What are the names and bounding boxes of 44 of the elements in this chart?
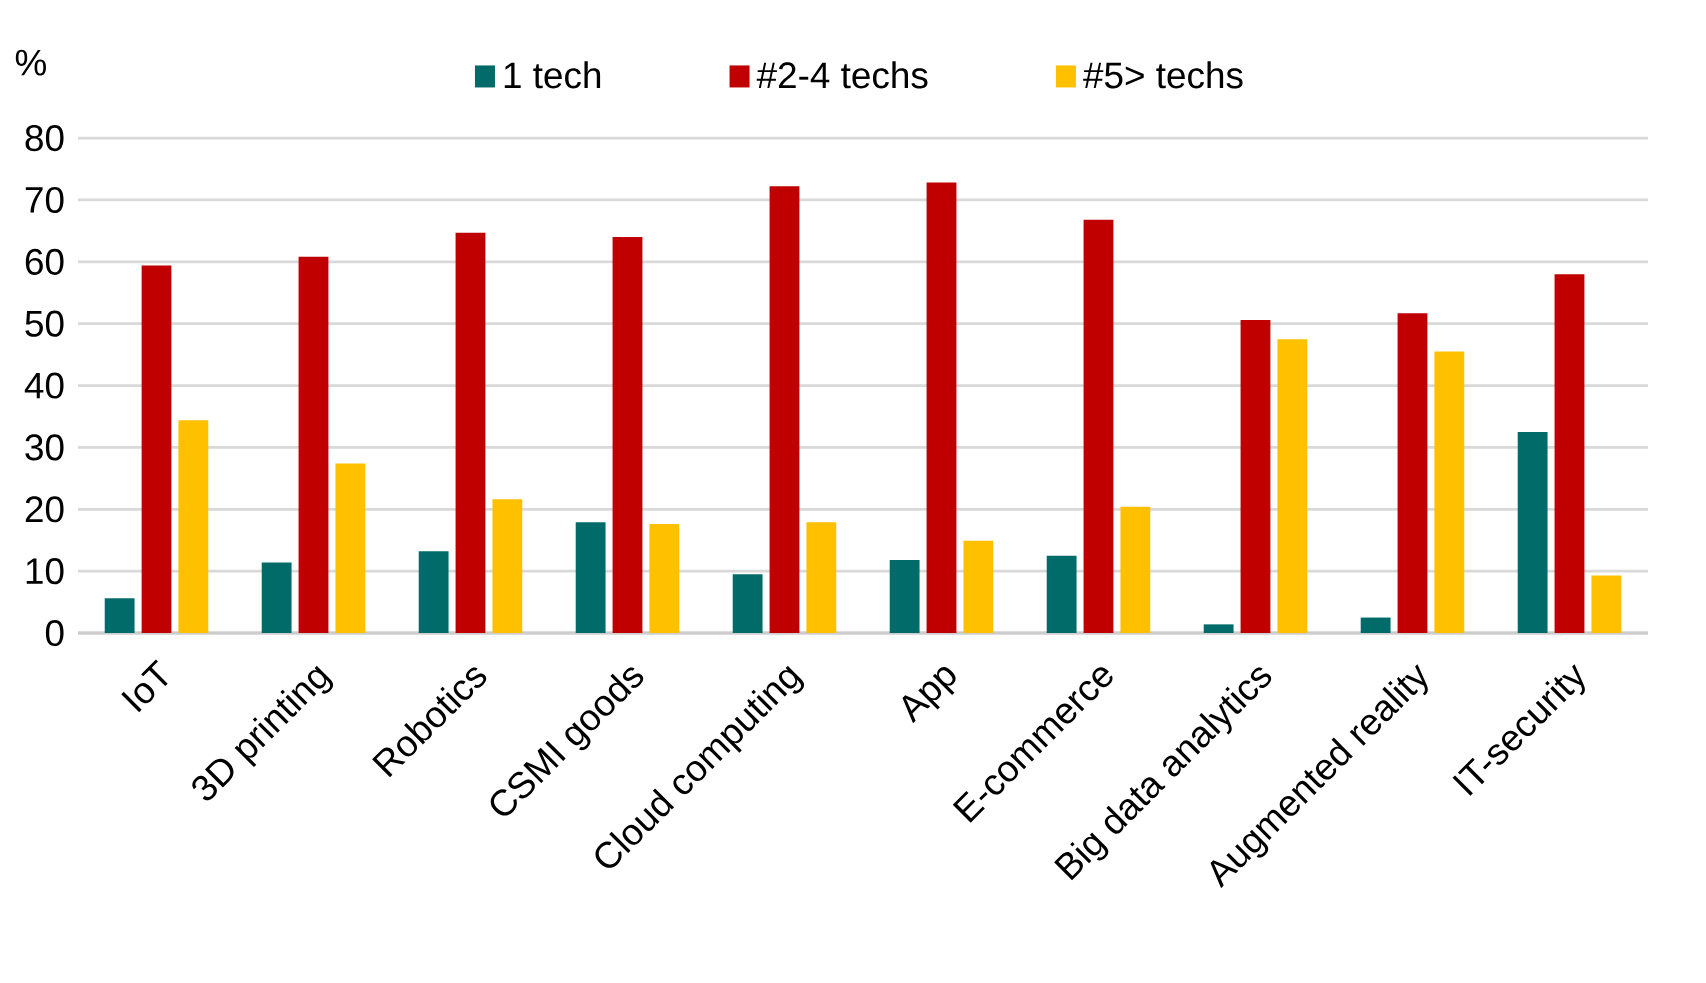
bar [806,522,837,634]
bar [1591,575,1622,634]
y-axis-title: % [15,49,46,76]
bar [1434,351,1465,634]
x-tick-label: IoT [121,659,168,713]
y-tick-label: 50 [25,310,64,337]
bar [418,551,449,634]
bar [178,420,209,634]
y-tick-label: 60 [25,248,64,275]
y-tick-label: 0 [45,619,64,647]
bar [1120,506,1151,634]
bar [1397,313,1428,634]
bar [1083,219,1114,634]
bar [1046,555,1077,634]
bar [1554,274,1585,634]
legend-label: #2-4 techs [756,61,928,89]
bar [1517,431,1548,634]
y-tick-label: 80 [25,125,64,152]
bar [926,182,957,634]
bar [455,232,486,634]
y-tick-label: 40 [24,372,64,399]
bar [889,560,920,634]
bar [298,256,329,634]
bar [492,499,523,634]
legend-label: 1 tech [504,61,601,89]
bar [335,463,366,634]
bar [1360,617,1391,634]
bar [575,522,606,634]
bar [1277,339,1308,634]
bar [1240,319,1271,634]
y-tick-label: 30 [25,434,64,461]
bar [649,524,680,634]
bar [141,265,172,634]
bar [1203,624,1234,634]
y-tick-label: 70 [25,186,64,214]
y-tick-label: 10 [26,558,64,585]
bar [963,540,994,634]
y-tick-label: 20 [25,496,64,523]
bar [261,562,292,634]
bar [769,186,800,634]
bar [612,237,643,634]
legend-label: #5> techs [1083,61,1243,89]
bar [732,574,763,634]
bar [104,598,135,634]
